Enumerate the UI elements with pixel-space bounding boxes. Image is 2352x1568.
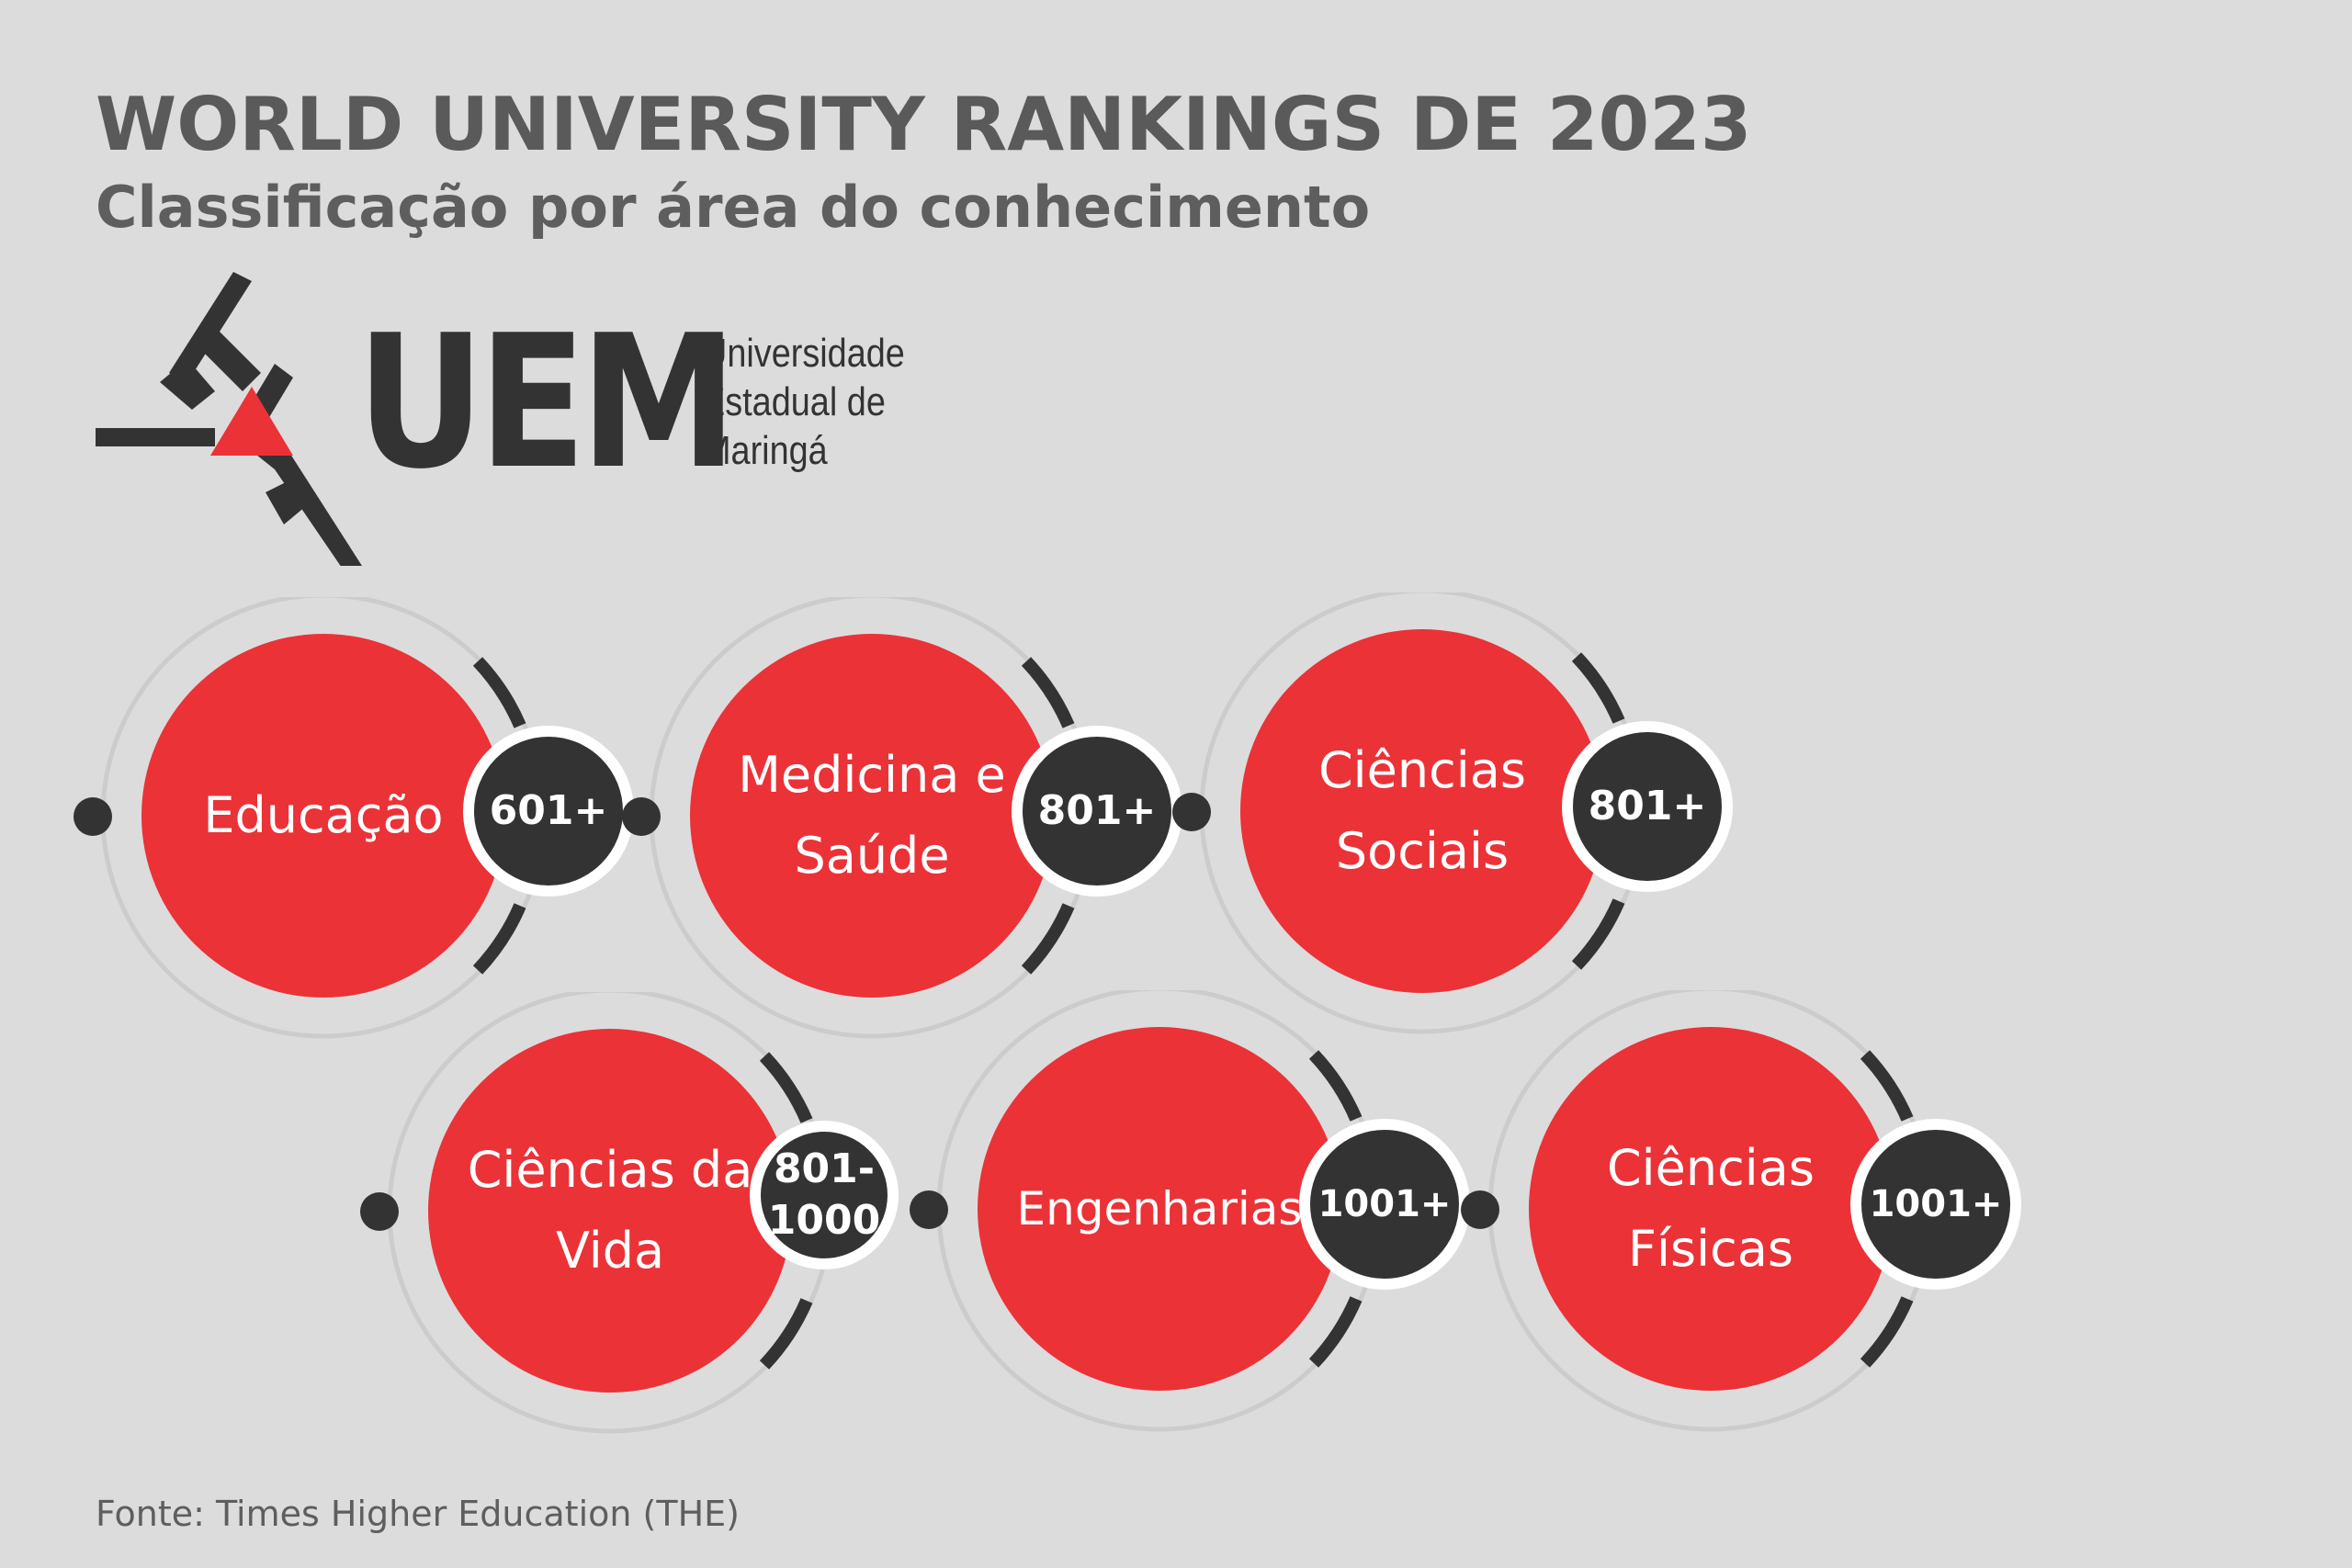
rank-badge: 1001+	[1850, 1119, 2021, 1290]
connector-dot	[910, 1190, 948, 1229]
logo-university-name: Universidade Estadual de Maringá	[702, 329, 905, 475]
area-circle	[690, 634, 1054, 998]
rank-badge: 801+	[1012, 726, 1182, 897]
rank-badge: 601+	[463, 726, 634, 897]
area-circle	[428, 1029, 792, 1393]
logo-name-line: Maringá	[702, 428, 828, 473]
area-label: Educação	[203, 786, 444, 844]
page-subtitle: Classificação por área do conhecimento	[96, 174, 1371, 241]
source-note: Fonte: Times Higher Education (THE)	[96, 1494, 740, 1534]
ranking-item-sociais: Ciências Sociais 801+	[1172, 592, 1733, 1107]
rank-badge: 801-1000	[750, 1121, 899, 1269]
logo-wordmark: UEM	[356, 296, 738, 510]
area-circle	[1529, 1027, 1893, 1391]
connector-dot	[1172, 793, 1211, 831]
uem-emblem-icon	[96, 272, 362, 566]
area-circle	[978, 1027, 1341, 1391]
connector-dot	[622, 797, 661, 836]
ranking-item-vida: Ciências da Vida 801-1000	[360, 992, 902, 1506]
area-circle	[141, 634, 505, 998]
rank-badge: 1001+	[1299, 1119, 1470, 1290]
area-label: Ciências da Vida	[467, 1141, 753, 1280]
ranking-item-medicina: Medicina e Saúde 801+	[622, 597, 1182, 1111]
area-circle	[1240, 629, 1604, 993]
uem-logo: UEM Universidade Estadual de Maringá	[96, 272, 1014, 566]
connector-dot	[360, 1192, 399, 1231]
logo-name-line: Universidade	[702, 331, 905, 376]
area-label: Medicina e Saúde	[738, 746, 1006, 885]
area-label: Ciências Sociais	[1317, 741, 1527, 880]
connector-dot	[74, 797, 112, 836]
ranking-item-fisicas: Ciências Físicas 1001+	[1461, 990, 2021, 1505]
rank-badge: 801+	[1562, 721, 1733, 892]
logo-name-line: Estadual de	[702, 379, 886, 424]
page-title: WORLD UNIVERSITY RANKINGS DE 2023	[96, 82, 1752, 167]
area-label: Ciências Físicas	[1606, 1139, 1815, 1278]
ranking-item-engenharias: Engenharias 1001+	[910, 990, 1470, 1505]
area-label: Engenharias	[1016, 1182, 1303, 1235]
connector-dot	[1461, 1190, 1499, 1229]
